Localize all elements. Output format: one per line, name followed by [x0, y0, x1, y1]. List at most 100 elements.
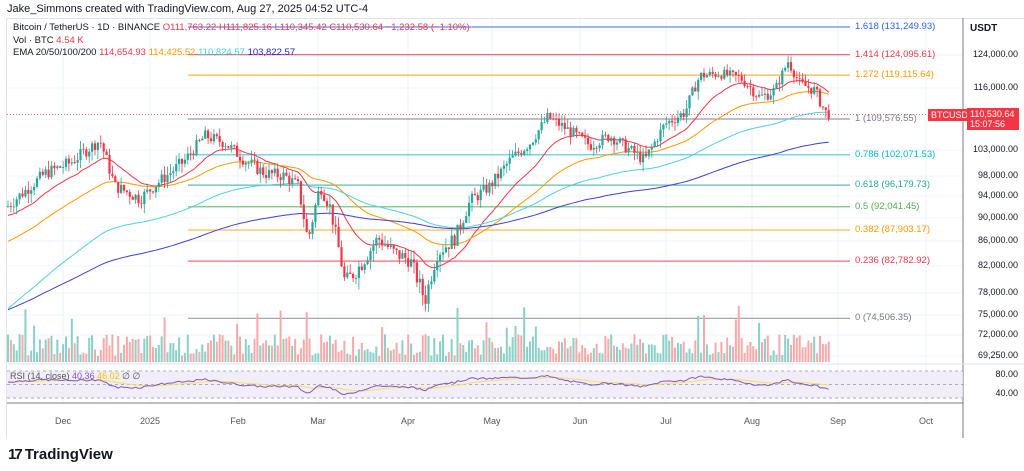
volume-bar	[537, 347, 540, 362]
candle-body	[192, 153, 195, 156]
volume-bar	[558, 341, 560, 362]
candle-body	[418, 278, 421, 283]
candle-body	[688, 95, 691, 109]
candle-body	[82, 148, 85, 150]
volume-bar	[746, 345, 749, 362]
volume-bar	[24, 309, 27, 362]
volume-bar	[601, 353, 604, 362]
ema100-value: 110,824.57	[198, 47, 245, 58]
candle-body	[143, 191, 146, 205]
volume-bar	[563, 338, 566, 362]
candle-body	[346, 272, 349, 278]
candle-body	[749, 86, 752, 88]
volume-bar	[569, 346, 572, 362]
candle-body	[624, 139, 627, 153]
volume-bar	[726, 337, 729, 362]
volume-bar	[427, 335, 430, 362]
candle-body	[50, 165, 53, 178]
candle-body	[175, 163, 178, 172]
candle-body	[169, 173, 172, 175]
candle-body	[824, 107, 827, 111]
candle-body	[236, 145, 239, 157]
candle-body	[285, 172, 288, 176]
volume-bar	[41, 348, 44, 362]
candle-body	[412, 259, 416, 263]
candle-body	[372, 245, 375, 251]
volume-bar	[540, 350, 543, 362]
volume-bar	[424, 334, 427, 362]
candle-body	[99, 142, 102, 144]
candle-body	[642, 153, 645, 163]
candle-body	[592, 147, 595, 150]
candle-body	[784, 67, 787, 71]
candle-body	[775, 82, 778, 89]
candle-body	[578, 132, 581, 134]
candle-body	[789, 62, 793, 71]
rsi-tick: 80.00	[995, 369, 1018, 379]
candle-body	[795, 77, 798, 79]
volume-bar	[67, 347, 70, 362]
time-tick-feb: Feb	[230, 416, 246, 426]
volume-bar	[772, 350, 775, 362]
candle-body	[209, 138, 213, 142]
volume-bar	[421, 335, 424, 362]
candle-body	[241, 160, 244, 165]
volume-bar	[152, 347, 154, 362]
volume-bar	[241, 353, 244, 362]
fib-label-1.272: 1.272 (119,115.64)	[855, 69, 934, 81]
rsi-ma-value: 46.02	[97, 371, 120, 381]
candle-body	[700, 72, 703, 80]
volume-bar	[340, 350, 343, 362]
candle-body	[647, 149, 650, 157]
volume-bar	[189, 353, 192, 362]
volume-bar	[430, 355, 433, 362]
volume-bar	[27, 355, 30, 362]
volume-bar	[398, 353, 401, 362]
volume-bar	[418, 351, 421, 362]
candle-body	[117, 182, 120, 193]
time-tick-jul: Jul	[660, 416, 672, 426]
candle-body	[24, 189, 27, 197]
candle-body	[459, 224, 462, 229]
candle-body	[778, 82, 781, 85]
volume-bar	[691, 353, 694, 362]
candle-body	[146, 189, 149, 192]
price-tick: 94,000.00	[977, 190, 1018, 200]
volume-bar	[810, 342, 813, 362]
symbol-price-tag: BTCUSDT	[928, 109, 977, 121]
candle-body	[816, 86, 819, 90]
fib-label-0: 0 (74,506.35)	[855, 312, 912, 324]
volume-bar	[827, 341, 830, 362]
volume-bar	[163, 317, 166, 362]
candle-body	[621, 138, 624, 140]
candle-body	[537, 130, 540, 140]
volume-bar	[349, 354, 352, 362]
candle-body	[447, 247, 450, 249]
candle-body	[662, 124, 665, 130]
volume-bar	[357, 349, 360, 362]
volume-bar	[334, 339, 337, 362]
volume-bar	[70, 318, 73, 362]
volume-bar	[265, 340, 268, 362]
candle-body	[473, 193, 476, 196]
candle-body	[9, 206, 12, 208]
candle-body	[79, 148, 82, 161]
volume-bar	[363, 350, 366, 362]
candle-body	[734, 71, 737, 76]
candle-body	[38, 171, 41, 179]
candle-body	[807, 86, 810, 88]
change-value: −1,232.58 (−1.10%)	[385, 22, 470, 33]
candle-body	[125, 190, 128, 193]
volume-bar	[621, 343, 624, 362]
volume-bar	[511, 337, 514, 362]
candle-body	[279, 177, 282, 181]
candle-body	[572, 127, 575, 137]
candle-body	[334, 224, 337, 227]
volume-bar	[821, 343, 824, 362]
volume-bar	[526, 346, 529, 362]
candle-body	[488, 182, 491, 193]
volume-bar	[500, 346, 502, 362]
volume-bar	[134, 339, 137, 362]
fib-label-1.414: 1.414 (124,095.61)	[855, 48, 936, 60]
